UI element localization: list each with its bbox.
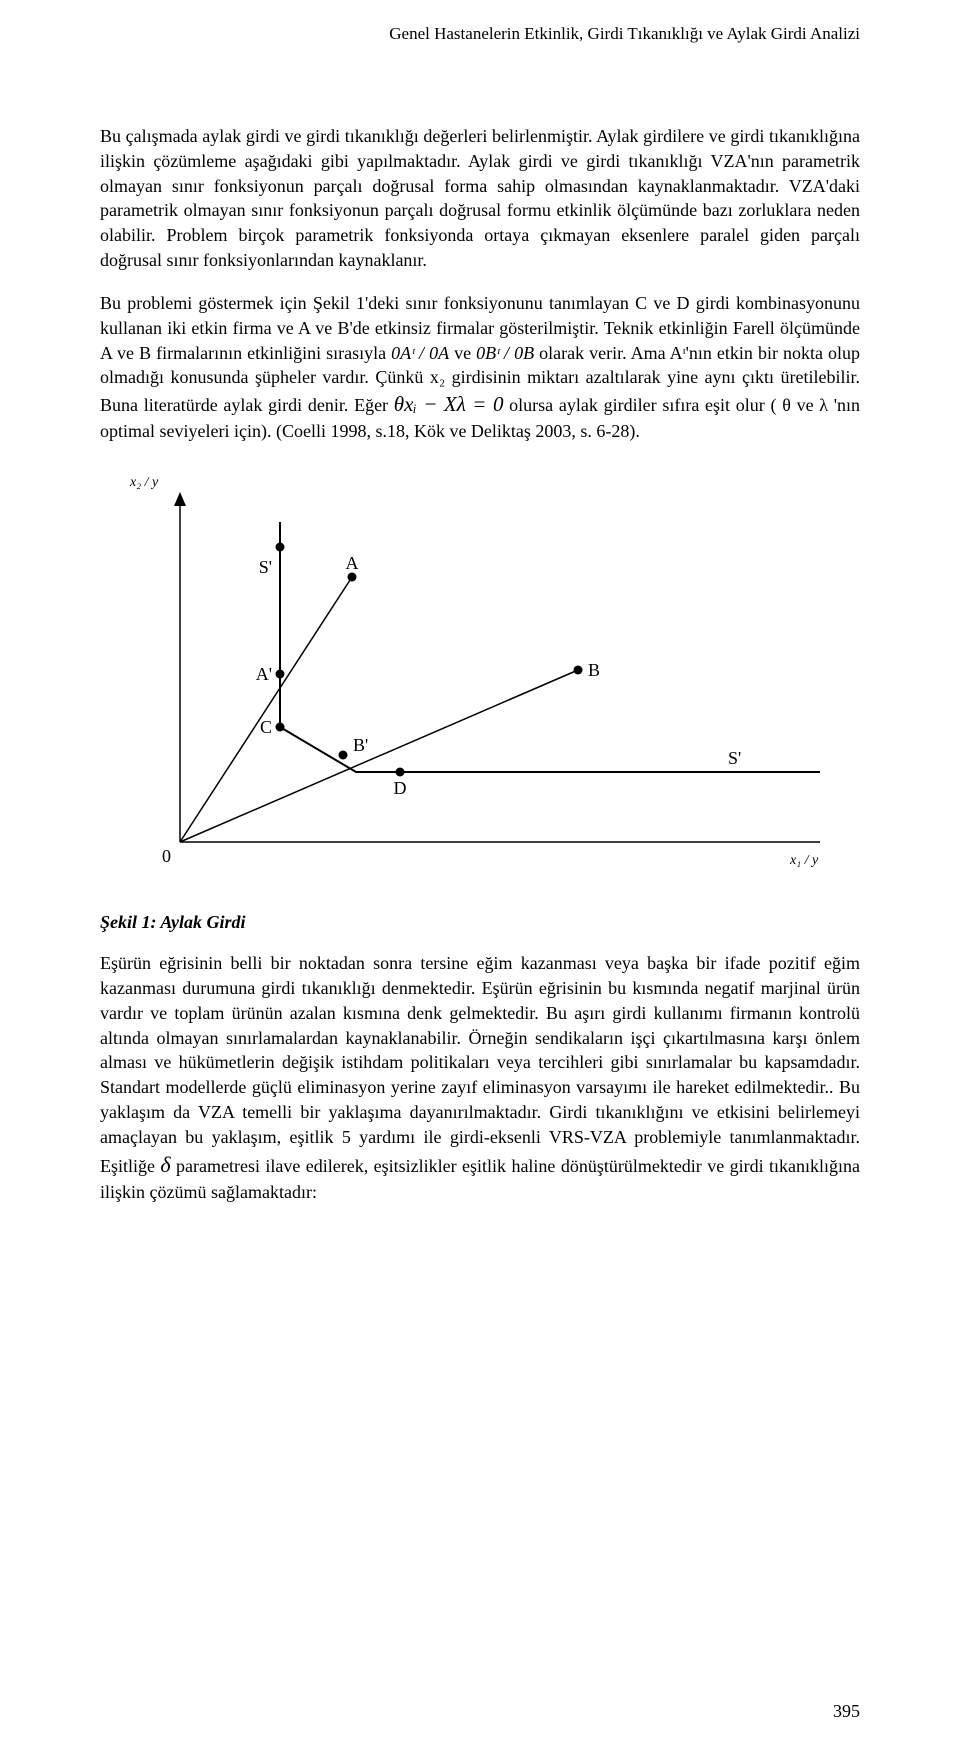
expr-0b1: 0Bᶦ /: [476, 343, 514, 363]
svg-text:B': B': [353, 735, 368, 755]
expr-slack: θxᵢ − Xλ = 0: [394, 392, 504, 416]
svg-text:A: A: [346, 553, 359, 573]
figure-1-caption: Şekil 1: Aylak Girdi: [100, 912, 860, 933]
svg-text:S': S': [259, 557, 272, 577]
svg-text:D: D: [394, 778, 407, 798]
svg-text:C: C: [260, 717, 272, 737]
svg-text:A': A': [256, 664, 272, 684]
p2-mid1: ve: [449, 343, 476, 363]
paragraph-2: Bu problemi göstermek için Şekil 1'deki …: [100, 291, 860, 444]
svg-text:B: B: [588, 660, 600, 680]
svg-text:0: 0: [162, 846, 171, 866]
running-head: Genel Hastanelerin Etkinlik, Girdi Tıkan…: [100, 24, 860, 44]
p3-suffix: parametresi ilave edilerek, eşitsizlikle…: [100, 1156, 860, 1202]
p3-prefix: Eşürün eğrisinin belli bir noktadan sonr…: [100, 953, 860, 1176]
figure-1-diagram: x₂ / y x₁ / y 0 S' A A' B C B' D S': [100, 462, 860, 902]
paragraph-1: Bu çalışmada aylak girdi ve girdi tıkanı…: [100, 124, 860, 273]
svg-text:x₂ / y: x₂ / y: [129, 475, 159, 490]
expr-0b: 0B: [514, 343, 534, 363]
expr-0a1-0a: 0Aᶦ / 0A: [391, 343, 449, 363]
svg-text:S': S': [728, 748, 741, 768]
svg-text:x₁ / y: x₁ / y: [789, 853, 819, 868]
delta-symbol: δ: [160, 1152, 170, 1177]
paragraph-3: Eşürün eğrisinin belli bir noktadan sonr…: [100, 951, 860, 1205]
page-number: 395: [833, 1701, 860, 1722]
